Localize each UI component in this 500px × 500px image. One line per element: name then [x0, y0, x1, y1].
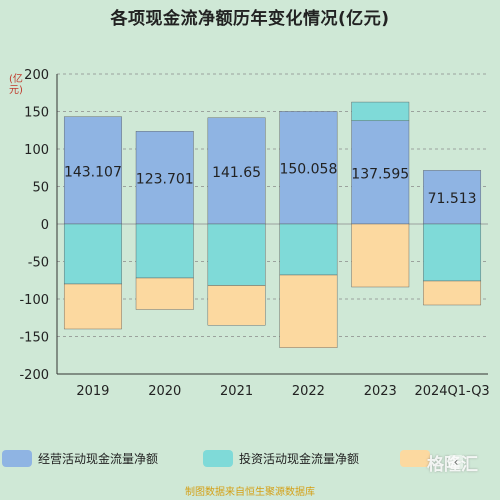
bar-segment-series-2 [279, 274, 338, 348]
x-tick-label: 2019 [76, 384, 109, 399]
bar-segment-series-2 [351, 223, 410, 288]
y-tick-label: -100 [19, 293, 49, 308]
x-tick-label: 2022 [292, 384, 325, 399]
legend-swatch [203, 450, 233, 467]
y-tick-label: -150 [19, 331, 49, 346]
y-tick-label: 0 [41, 218, 49, 233]
legend-label: 经营活动现金流量净额 [38, 452, 159, 466]
bar-segment-series-0 [423, 170, 482, 225]
y-tick-label: -200 [19, 368, 49, 383]
bar-segment-series-1 [207, 223, 266, 286]
y-tick-label: 150 [24, 106, 49, 121]
data-label: 141.65 [212, 165, 261, 181]
legend-item-investing[interactable]: 投资活动现金流量净额 [203, 450, 359, 467]
legend-item-financing[interactable] [400, 450, 436, 467]
legend-item-operating[interactable]: 经营活动现金流量净额 [2, 450, 158, 467]
bar-segment-series-2 [135, 277, 194, 310]
data-label: 150.058 [279, 162, 337, 178]
y-tick-label: 200 [24, 68, 49, 83]
legend: 经营活动现金流量净额 投资活动现金流量净额 [0, 446, 500, 472]
data-label: 71.513 [428, 191, 477, 207]
legend-swatch [2, 450, 32, 467]
data-source-footer: 制图数据来自恒生聚源数据库 [185, 487, 315, 498]
data-label: 143.107 [64, 164, 122, 180]
bar-segment-series-1 [135, 223, 194, 279]
bar-segment-series-1 [63, 223, 122, 285]
x-tick-label: 2021 [220, 384, 253, 399]
y-axis-unit-label: (亿元) [9, 74, 23, 96]
x-tick-label: 2024Q1-Q3 [414, 384, 489, 399]
legend-scroll-icon[interactable]: ‹ [449, 455, 463, 469]
legend-label: 投资活动现金流量净额 [239, 452, 360, 466]
x-tick-label: 2023 [364, 384, 397, 399]
x-tick-label: 2020 [148, 384, 181, 399]
chart-plot: 200 150 100 50 0 -50 -100 -150 -200 143.107 2019 12… [19, 68, 489, 399]
bar-segment-series-0 [351, 120, 410, 225]
y-tick-label: -50 [28, 256, 49, 271]
y-tick-label: 50 [32, 181, 49, 196]
bar-segment-series-1 [279, 223, 338, 276]
bar-segment-series-2 [423, 280, 482, 306]
bar-segment-series-0 [63, 116, 122, 225]
bar-segment-series-2 [63, 283, 122, 330]
bar-segment-series-1 [423, 223, 482, 282]
bar-segment-series-1 [351, 101, 410, 122]
data-label: 123.701 [136, 172, 194, 188]
y-tick-label: 100 [24, 143, 49, 158]
bar-segment-series-2 [207, 285, 266, 326]
data-label: 137.595 [351, 166, 409, 182]
bar-segment-series-0 [207, 117, 266, 225]
legend-swatch [400, 450, 430, 467]
chart-title: 各项现金流净额历年变化情况(亿元) [110, 9, 390, 29]
bar-segment-series-0 [279, 111, 338, 225]
